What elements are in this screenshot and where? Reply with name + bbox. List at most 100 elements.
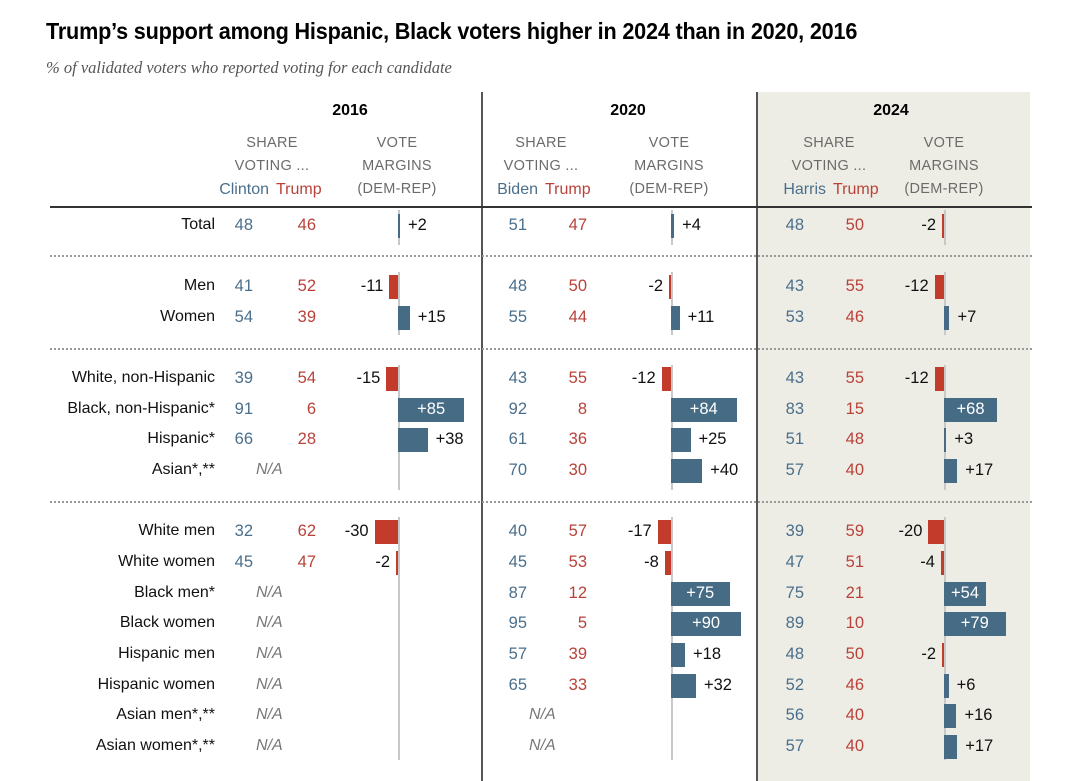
margin-bar bbox=[669, 275, 671, 299]
header-line: (DEM-REP) bbox=[629, 181, 709, 197]
group-divider bbox=[50, 255, 1032, 257]
year-header-2016: 2016 bbox=[332, 102, 368, 119]
margin-bar bbox=[940, 551, 944, 575]
rep-share-value: 46 bbox=[845, 676, 864, 694]
margin-value-label: +32 bbox=[703, 676, 732, 694]
rep-share-value: 6 bbox=[306, 400, 316, 418]
rep-share-value: 50 bbox=[845, 216, 864, 234]
dem-share-value: 61 bbox=[508, 430, 527, 448]
margin-bar bbox=[944, 674, 949, 698]
margin-value-label: +68 bbox=[956, 400, 985, 418]
margin-bar bbox=[671, 214, 675, 238]
dem-share-value: 39 bbox=[785, 522, 804, 540]
margin-value-label: -12 bbox=[904, 369, 929, 387]
margin-bar bbox=[398, 306, 410, 330]
margin-value-label: -2 bbox=[648, 277, 663, 295]
row-label: Men bbox=[183, 277, 215, 294]
header-rule bbox=[50, 206, 1032, 208]
dem-share-value: 70 bbox=[508, 461, 527, 479]
dem-share-value: 48 bbox=[785, 645, 804, 663]
margin-bar bbox=[671, 459, 703, 483]
row-label: White, non-Hispanic bbox=[71, 369, 215, 386]
margin-value-label: -2 bbox=[375, 553, 390, 571]
row-label: Asian*,** bbox=[151, 461, 215, 478]
row-label: Hispanic* bbox=[147, 430, 215, 447]
margin-value-label: +90 bbox=[692, 614, 721, 632]
rep-share-value: 15 bbox=[845, 400, 864, 418]
zero-axis bbox=[944, 210, 946, 245]
header-line: VOTE bbox=[376, 135, 418, 151]
dem-share-value: 75 bbox=[785, 584, 804, 602]
dem-share-value: 51 bbox=[508, 216, 527, 234]
dem-share-value: 53 bbox=[785, 308, 804, 326]
margin-bar bbox=[398, 214, 400, 238]
margin-value-label: +17 bbox=[965, 461, 994, 479]
rep-share-value: 50 bbox=[845, 645, 864, 663]
rep-share-value: 28 bbox=[297, 430, 316, 448]
header-line: VOTE bbox=[923, 135, 965, 151]
margin-bar bbox=[671, 428, 691, 452]
rep-share-value: 44 bbox=[568, 308, 587, 326]
margin-value-label: -15 bbox=[356, 369, 381, 387]
margin-bar bbox=[942, 214, 944, 238]
dem-share-value: 57 bbox=[785, 737, 804, 755]
margin-value-label: -8 bbox=[644, 553, 659, 571]
margin-value-label: +84 bbox=[689, 400, 718, 418]
margin-bar bbox=[944, 612, 1006, 636]
dem-share-value: 45 bbox=[234, 553, 253, 571]
chart-subtitle: % of validated voters who reported votin… bbox=[46, 58, 452, 77]
header-line: (DEM-REP) bbox=[357, 181, 437, 197]
year-header-2024: 2024 bbox=[873, 102, 909, 119]
rep-share-value: 55 bbox=[845, 369, 864, 387]
dem-share-value: 32 bbox=[234, 522, 253, 540]
row-label: Black men* bbox=[134, 584, 215, 601]
margin-bar bbox=[389, 275, 398, 299]
rep-share-value: 55 bbox=[568, 369, 587, 387]
dem-share-value: 87 bbox=[508, 584, 527, 602]
dem-share-value: 92 bbox=[508, 400, 527, 418]
rep-share-value: 39 bbox=[568, 645, 587, 663]
header-line: SHARE bbox=[515, 135, 567, 151]
rep-share-value: 52 bbox=[297, 277, 316, 295]
zero-axis bbox=[944, 272, 946, 335]
rep-share-value: 40 bbox=[845, 461, 864, 479]
margin-bar bbox=[944, 306, 950, 330]
rep-share-value: 46 bbox=[845, 308, 864, 326]
rep-share-value: 47 bbox=[297, 553, 316, 571]
dem-share-value: 57 bbox=[508, 645, 527, 663]
rep-share-value: 10 bbox=[845, 614, 864, 632]
dem-share-value: 55 bbox=[508, 308, 527, 326]
not-available-label: N/A bbox=[256, 461, 283, 478]
header-line: VOTING ... bbox=[234, 158, 310, 174]
not-available-label: N/A bbox=[256, 645, 283, 662]
year-header-2020: 2020 bbox=[610, 102, 646, 119]
year-separator-2016-2020 bbox=[481, 92, 483, 781]
margin-value-label: +6 bbox=[956, 676, 976, 694]
margin-bar bbox=[374, 520, 398, 544]
row-label: Total bbox=[181, 216, 215, 233]
rep-candidate-header: Trump bbox=[276, 181, 322, 198]
zero-axis bbox=[398, 365, 400, 490]
margin-bar bbox=[944, 704, 957, 728]
rep-share-value: 47 bbox=[568, 216, 587, 234]
margin-bar bbox=[944, 398, 998, 422]
rep-share-value: 59 bbox=[845, 522, 864, 540]
zero-axis bbox=[398, 272, 400, 335]
zero-axis bbox=[671, 272, 673, 335]
zero-axis bbox=[944, 365, 946, 490]
row-label: White men bbox=[138, 522, 215, 539]
rep-share-value: 57 bbox=[568, 522, 587, 540]
not-available-label: N/A bbox=[256, 614, 283, 631]
margin-value-label: -30 bbox=[344, 522, 369, 540]
rep-share-value: 62 bbox=[297, 522, 316, 540]
zero-axis bbox=[398, 517, 400, 760]
margin-value-label: -2 bbox=[921, 216, 936, 234]
share-voting-header: SHARE VOTING ... bbox=[481, 132, 601, 178]
margin-value-label: -12 bbox=[904, 277, 929, 295]
margin-value-label: +79 bbox=[960, 614, 989, 632]
rep-share-value: 30 bbox=[568, 461, 587, 479]
margin-value-label: +15 bbox=[417, 308, 446, 326]
header-line: MARGINS bbox=[362, 158, 432, 174]
header-line: VOTING ... bbox=[791, 158, 867, 174]
dem-candidate-header: Harris bbox=[783, 181, 826, 198]
